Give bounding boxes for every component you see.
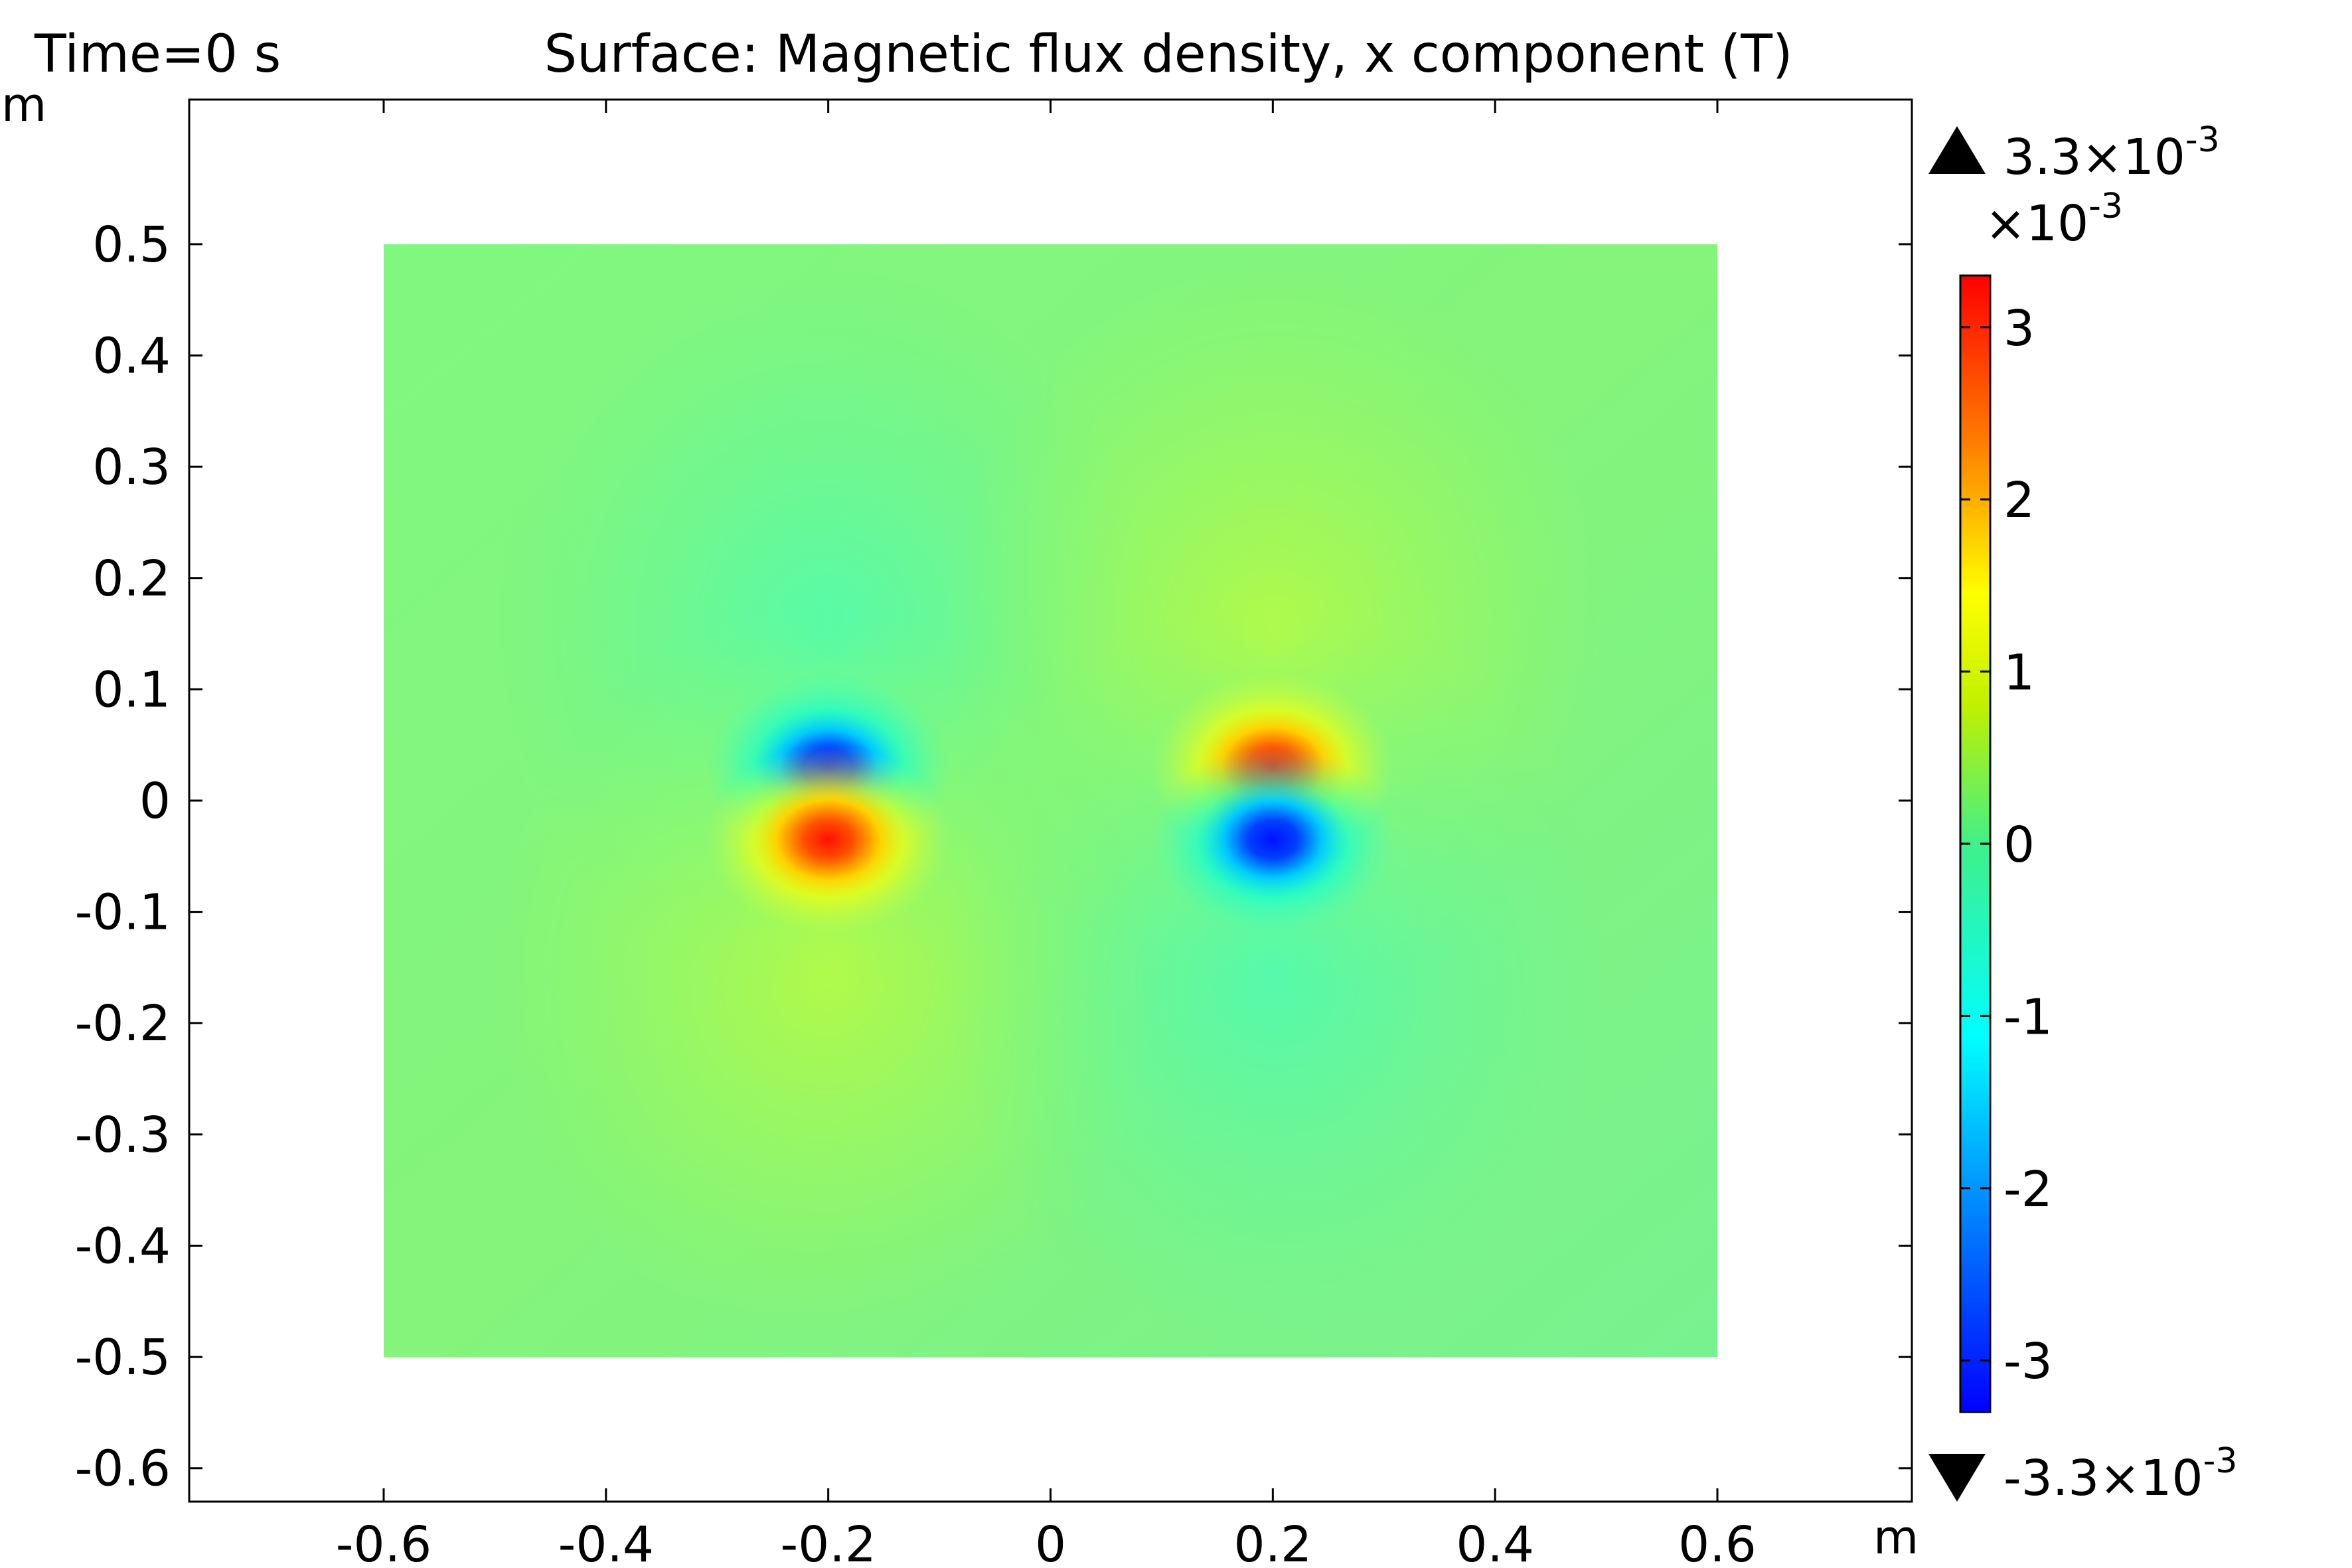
x-tick-label: -0.6 xyxy=(336,1516,431,1568)
max-indicator-icon xyxy=(1928,126,1986,174)
domain-surface xyxy=(383,244,1718,1358)
y-tick-label: -0.5 xyxy=(75,1329,171,1386)
colorbar: 3 2 1 0 -1 -2 -3 3.3×10-3 ×10-3 -3.3×10-3 xyxy=(1928,120,2237,1507)
field-lobe xyxy=(1150,745,1395,935)
colorbar-tick-label: 1 xyxy=(2003,645,2035,702)
x-tick-label: -0.4 xyxy=(558,1516,654,1568)
colorbar-min-label: -3.3×10-3 xyxy=(2003,1441,2237,1507)
field-halo xyxy=(939,605,1607,1340)
colorbar-scale-label: ×10-3 xyxy=(1985,187,2123,252)
colorbar-tick-label: 2 xyxy=(2003,472,2035,529)
y-tick-label: -0.6 xyxy=(75,1441,171,1498)
y-tick-label: 0.2 xyxy=(92,550,171,607)
y-tick-label: -0.1 xyxy=(75,884,171,941)
y-tick-label: -0.4 xyxy=(75,1217,171,1275)
field-lobe xyxy=(706,745,951,935)
y-tick-label: -0.2 xyxy=(75,995,171,1052)
colorbar-tick-label: -2 xyxy=(2003,1161,2053,1218)
colorbar-max-label: 3.3×10-3 xyxy=(2003,120,2220,186)
y-tick-label: 0.3 xyxy=(92,439,171,496)
x-tick-label: -0.2 xyxy=(780,1516,876,1568)
y-axis-unit-label: m xyxy=(1,78,46,132)
x-tick-label: 0 xyxy=(1035,1516,1066,1568)
x-tick-label: 0.4 xyxy=(1456,1516,1534,1568)
axis-ticks: -0.6 -0.4 -0.2 0 0.2 0.4 0.6 -0.6 -0.5 -0.4 -0.3 -0… xyxy=(75,100,1912,1568)
y-tick-label: 0.1 xyxy=(92,661,171,718)
x-tick-label: 0.2 xyxy=(1233,1516,1312,1568)
colorbar-tick-label: -3 xyxy=(2003,1333,2053,1390)
colorbar-tick-label: 0 xyxy=(2003,817,2035,874)
time-label: Time=0 s xyxy=(34,25,281,84)
y-tick-label: -0.3 xyxy=(75,1107,171,1164)
x-axis-unit-label: m xyxy=(1873,1510,1919,1565)
y-tick-label: 0.4 xyxy=(92,328,171,385)
colorbar-tick-label: -1 xyxy=(2003,988,2053,1046)
colorbar-tick-label: 3 xyxy=(2003,300,2035,357)
chart-title: Surface: Magnetic flux density, x compon… xyxy=(544,25,1793,84)
y-tick-label: 0.5 xyxy=(92,216,171,274)
min-indicator-icon xyxy=(1928,1454,1986,1502)
x-tick-label: 0.6 xyxy=(1678,1516,1757,1568)
y-tick-label: 0 xyxy=(139,773,171,830)
